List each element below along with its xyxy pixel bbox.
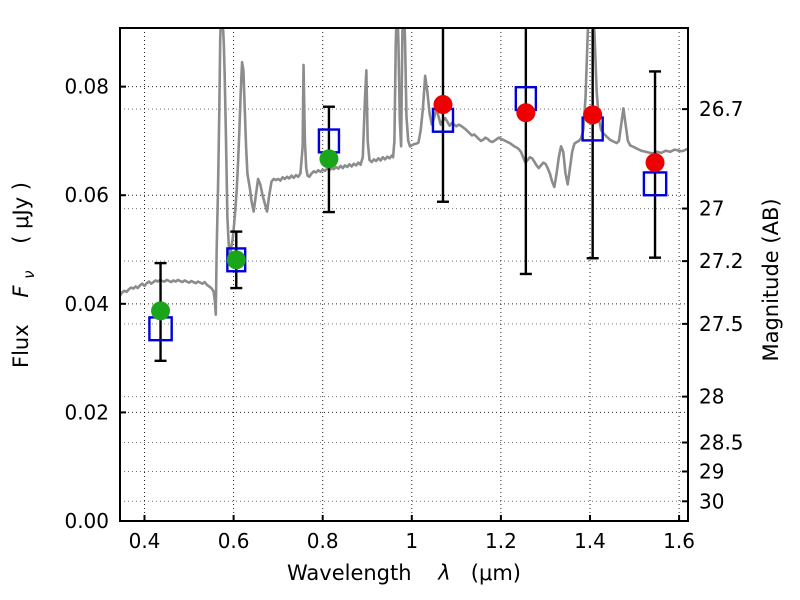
x-tick-label: 1.2 [485, 529, 517, 553]
error-bar [436, 28, 449, 203]
magnitude-axis-title: Magnitude (AB) [759, 198, 783, 361]
y-tick-label: 0.02 [64, 400, 109, 424]
magnitude-axis-ticks: 26.7 27 27.2 27.5 28 28.5 29 30 [682, 97, 744, 513]
y-axis-ticks: 0.00 0.02 0.04 0.06 0.08 [64, 75, 126, 533]
y-axis-title: Flux F ν ( μJy ) [9, 182, 39, 368]
y-axis-title-word: Flux [9, 324, 33, 368]
y-tick-label: 0.04 [64, 292, 109, 316]
photometry-point [645, 153, 665, 173]
model-spectrum-curve [120, 28, 688, 316]
grid-lines [120, 28, 688, 521]
magnitude-tick-label: 28.5 [699, 431, 744, 455]
photometry-point [583, 105, 603, 125]
photometry-point [433, 95, 453, 115]
magnitude-tick-label: 26.7 [699, 97, 744, 121]
x-axis-title: Wavelength λ (μm) [287, 561, 521, 585]
x-axis-ticks: 0.4 0.6 0.8 1 1.2 1.4 1.6 [129, 515, 695, 553]
y-tick-label: 0.08 [64, 75, 109, 99]
x-tick-label: 0.8 [307, 529, 339, 553]
flux-symbol: F [9, 285, 33, 298]
observed-photometry-points [151, 95, 665, 321]
magnitude-tick-label: 29 [699, 459, 724, 483]
error-bar [586, 28, 599, 260]
lambda-symbol: λ [437, 561, 450, 585]
axes-frame [119, 27, 689, 522]
y-tick-label: 0.06 [64, 183, 109, 207]
x-tick-label: 1.4 [574, 529, 606, 553]
photometry-point [516, 103, 536, 123]
x-axis-title-word: Wavelength [287, 561, 412, 585]
magnitude-tick-label: 30 [699, 489, 724, 513]
x-tick-label: 0.6 [218, 529, 250, 553]
y-axis-units: ( μJy ) [9, 182, 33, 244]
x-tick-label: 1 [405, 529, 418, 553]
photometry-point [226, 250, 246, 270]
x-tick-label: 0.4 [129, 529, 161, 553]
error-bar [519, 28, 532, 276]
model-photometry-box [642, 171, 668, 197]
nu-subscript: ν [20, 270, 38, 278]
spectrum-path [120, 28, 688, 316]
photometry-point [151, 301, 171, 321]
x-axis-units: (μm) [471, 561, 521, 585]
magnitude-tick-label: 28 [699, 385, 724, 409]
x-tick-label: 1.6 [663, 529, 695, 553]
magnitude-tick-label: 27 [699, 197, 724, 221]
magnitude-tick-label: 27.2 [699, 249, 744, 273]
magnitude-tick-label: 27.5 [699, 312, 744, 336]
y-tick-label: 0.00 [64, 509, 109, 533]
photometry-point [319, 149, 339, 169]
axes-box [119, 27, 689, 522]
